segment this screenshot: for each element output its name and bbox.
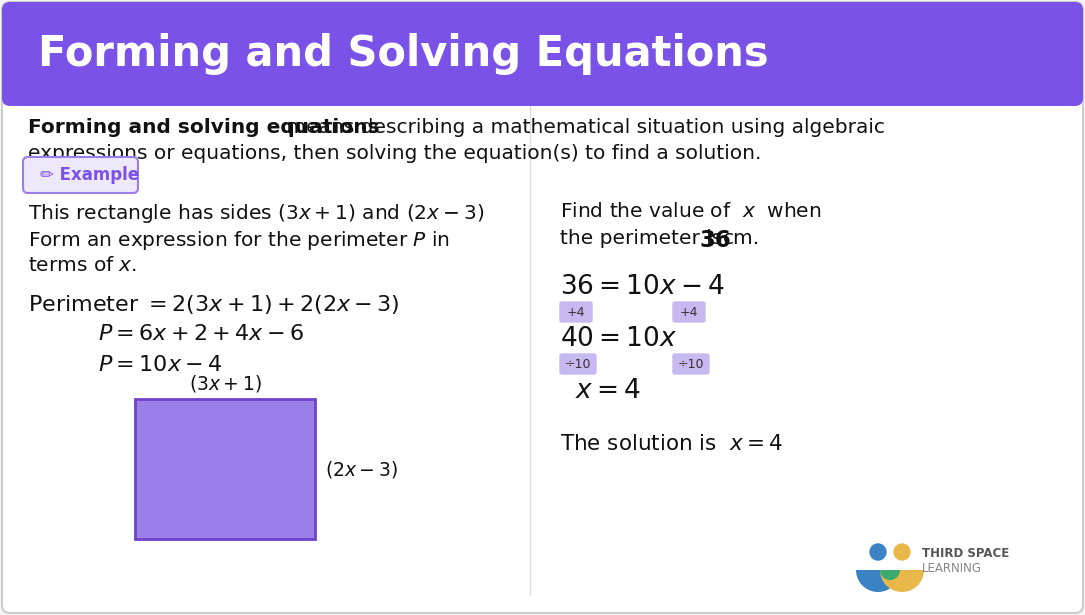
Text: +4: +4 xyxy=(566,306,585,319)
Circle shape xyxy=(894,544,910,560)
Text: Perimeter $= 2(3x + 1) + 2(2x - 3)$: Perimeter $= 2(3x + 1) + 2(2x - 3)$ xyxy=(28,293,399,316)
Text: Forming and Solving Equations: Forming and Solving Equations xyxy=(38,33,768,75)
Text: THIRD SPACE: THIRD SPACE xyxy=(922,547,1009,560)
Text: This rectangle has sides $(3x + 1)$ and $(2x - 3)$: This rectangle has sides $(3x + 1)$ and … xyxy=(28,202,484,225)
Text: $x = 4$: $x = 4$ xyxy=(575,378,641,404)
Text: LEARNING: LEARNING xyxy=(922,562,982,575)
Text: The solution is  $x = 4$: The solution is $x = 4$ xyxy=(560,434,783,454)
Text: $36 = 10x - 4$: $36 = 10x - 4$ xyxy=(560,274,725,300)
Text: the perimeter is: the perimeter is xyxy=(560,229,729,248)
Text: terms of $x$.: terms of $x$. xyxy=(28,256,137,275)
Wedge shape xyxy=(880,570,924,592)
Text: ÷10: ÷10 xyxy=(565,357,591,370)
FancyBboxPatch shape xyxy=(673,302,705,322)
Bar xyxy=(135,399,315,539)
Wedge shape xyxy=(856,570,899,592)
Wedge shape xyxy=(880,570,899,580)
Text: 36: 36 xyxy=(699,229,731,252)
FancyBboxPatch shape xyxy=(2,2,1083,106)
FancyBboxPatch shape xyxy=(23,157,138,193)
Circle shape xyxy=(870,544,886,560)
FancyBboxPatch shape xyxy=(560,302,592,322)
FancyBboxPatch shape xyxy=(560,354,596,374)
Text: $(2x - 3)$: $(2x - 3)$ xyxy=(326,459,398,480)
Text: expressions or equations, then solving the equation(s) to find a solution.: expressions or equations, then solving t… xyxy=(28,144,762,163)
Text: ✏ Example: ✏ Example xyxy=(40,166,139,184)
Text: means describing a mathematical situation using algebraic: means describing a mathematical situatio… xyxy=(280,118,885,137)
Text: $P = 10x - 4$: $P = 10x - 4$ xyxy=(98,355,222,375)
Text: $(3x + 1)$: $(3x + 1)$ xyxy=(189,373,261,394)
Text: $40 = 10x$: $40 = 10x$ xyxy=(560,326,677,352)
FancyBboxPatch shape xyxy=(673,354,709,374)
Text: Forming and solving equations: Forming and solving equations xyxy=(28,118,380,137)
Text: +4: +4 xyxy=(679,306,699,319)
Text: cm.: cm. xyxy=(724,229,761,248)
Text: $P = 6x + 2 + 4x - 6$: $P = 6x + 2 + 4x - 6$ xyxy=(98,324,304,344)
Text: Find the value of  $x$  when: Find the value of $x$ when xyxy=(560,202,821,221)
Text: Form an expression for the perimeter $P$ in: Form an expression for the perimeter $P$… xyxy=(28,229,450,252)
Text: ÷10: ÷10 xyxy=(678,357,704,370)
